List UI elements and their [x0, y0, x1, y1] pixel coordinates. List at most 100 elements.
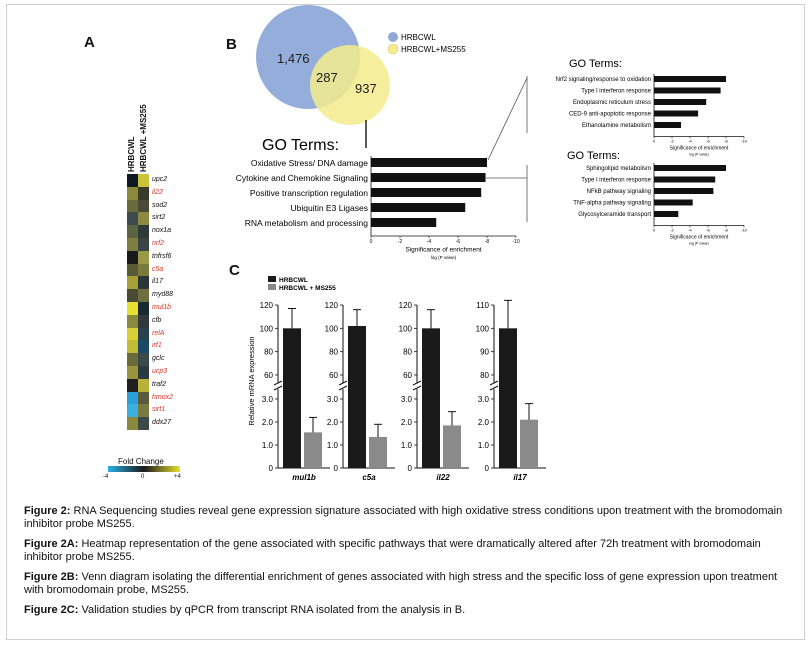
heatmap-cell-hmox2-1: [127, 391, 138, 405]
qpcr-il22-upper-tick-label-2: 100: [399, 324, 413, 333]
heatmap-cell-irf1-2: [138, 340, 149, 354]
caption-label-2: Figure 2A:: [24, 538, 79, 550]
qpcr-il22-lower-tick-label-3: 1.0: [401, 441, 413, 450]
heatmap-cell-tnfrsf6-2: [138, 250, 149, 264]
caption-4: Figure 2C: Validation studies by qPCR fr…: [24, 604, 794, 617]
connector-line-top: [487, 77, 528, 161]
heatmap-cell-nrf2-1: [127, 238, 138, 251]
heatmap-cell-il22-2: [138, 186, 149, 200]
gene-label-sirt2: sirt2: [152, 214, 166, 222]
go-top-tick-label-6: -10: [741, 139, 748, 144]
go-top-xsublabel: log (P value): [689, 153, 709, 157]
heatmap-cell-il17-2: [138, 276, 149, 290]
qpcr-legend-swatch-2: [268, 284, 276, 290]
qpcr-il22-axis-break: [412, 380, 422, 391]
go-main-xlabel: Significance of enrichment: [405, 247, 481, 254]
qpcr-il17-upper-tick-label-4: 80: [480, 371, 489, 380]
qpcr-mul1b-axis-break: [273, 380, 283, 391]
heatmap-legend-title: Fold Change: [118, 457, 164, 466]
go-bottom-bar-3: [654, 188, 714, 194]
go-main-chart: GO Terms: Oxidative Stress/ DNA damage Cyt…: [236, 137, 520, 260]
go-top-term-label-4: CED-9 anti-apoptotic response: [569, 112, 652, 118]
heatmap-color-scale: [108, 466, 180, 472]
go-main-bar-1: [371, 158, 487, 167]
qpcr-il17-lower-tick-label-2: 2.0: [478, 418, 490, 427]
heatmap-cell-tnfrsf6-1: [127, 250, 138, 264]
heatmap-cell-irf1-1: [127, 340, 138, 354]
qpcr-c5a-upper-tick-label-4: 60: [329, 371, 338, 380]
qpcr-mul1b-upper-tick-label-2: 100: [260, 324, 274, 333]
go-bottom-tick-label-1: 0: [653, 228, 656, 233]
caption-label-1: Figure 2:: [24, 505, 71, 517]
go-main-bar-3: [371, 188, 482, 197]
heatmap-legend-tick-mid: 0: [141, 474, 145, 480]
caption-text-3: Venn diagram isolating the differential …: [24, 571, 778, 596]
caption-3: Figure 2B: Venn diagram isolating the di…: [24, 571, 794, 597]
go-main-tick-label-3: -4: [427, 239, 432, 245]
heatmap-cell-upc2-2: [138, 174, 149, 187]
qpcr-il22-upper-tick-label-3: 80: [403, 348, 412, 357]
heatmap-cell-nrf2-2: [138, 238, 149, 251]
go-main-bar-4: [371, 203, 466, 212]
caption-1: Figure 2: RNA Sequencing studies reveal …: [24, 505, 794, 531]
go-bottom-title: GO Terms:: [567, 150, 620, 162]
go-main-bar-2: [371, 173, 486, 182]
go-top-term-label-3: Endoplasmic reticulum stress: [573, 100, 651, 106]
qpcr-ylabel: Relative mRNA expression: [247, 336, 256, 425]
qpcr-il17-lower-tick-label-4: 0: [485, 464, 490, 473]
gene-label-myd88: myd88: [152, 291, 174, 299]
heatmap-cell-nox1a-2: [138, 225, 149, 238]
qpcr-c5a-lower-tick-label-3: 1.0: [327, 441, 339, 450]
qpcr-c5a-lower-tick-label-1: 3.0: [327, 395, 339, 404]
heatmap-cell-sirt2-2: [138, 212, 149, 226]
qpcr-il22-bar-ms255: [443, 425, 461, 468]
go-main-tick-label-5: -8: [485, 239, 490, 245]
go-bottom-term-label-5: Glycosylceramide transport: [578, 212, 651, 218]
heatmap-cell-relA-2: [138, 327, 149, 341]
qpcr-il22-upper-tick-label-1: 120: [399, 301, 413, 310]
go-bottom-xsublabel: log (P value): [689, 242, 709, 246]
go-bottom-tick-label-4: -6: [706, 228, 710, 233]
qpcr-mul1b-upper-tick-label-4: 60: [264, 371, 273, 380]
venn-overlap-count: 287: [316, 70, 338, 85]
go-main-term-label-2: Cytokine and Chemokine Signaling: [236, 173, 369, 183]
heatmap-cell-gclc-1: [127, 353, 138, 366]
gene-label-upc2: upc2: [152, 176, 168, 183]
gene-label-hmox2: hmox2: [152, 393, 174, 401]
go-top-bar-1: [654, 76, 726, 82]
heatmap-legend-tick-max: +4: [174, 474, 181, 480]
go-bottom-bar-1: [654, 165, 726, 171]
go-top-tick-label-1: 0: [653, 139, 656, 144]
qpcr-legend-label-1: HRBCWL: [279, 277, 308, 284]
heatmap-cell-relA-1: [127, 327, 138, 341]
qpcr-il17-upper-tick-label-2: 100: [476, 324, 490, 333]
go-main-title: GO Terms:: [262, 137, 339, 154]
qpcr-il17-category-label: il17: [513, 473, 527, 482]
qpcr-il17-upper-tick-label-1: 110: [476, 301, 489, 310]
caption-2: Figure 2A: Heatmap representation of the…: [24, 538, 794, 564]
go-top-tick-label-3: -4: [688, 139, 692, 144]
qpcr-c5a-lower-tick-label-4: 0: [334, 464, 339, 473]
go-main-term-label-4: Ubiquitin E3 Ligases: [291, 203, 369, 213]
qpcr-il17-bar-ms255: [520, 419, 538, 468]
figure-captions: Figure 2: RNA Sequencing studies reveal …: [24, 505, 794, 624]
venn-circle-ms255: [310, 45, 390, 125]
panel-b-graphics: 1,476 287 937 HRBCWL HRBCWL+MS255 GO Ter…: [236, 5, 748, 260]
gene-label-nrf2: nrf2: [152, 240, 165, 247]
qpcr-il22-lower-tick-label-4: 0: [408, 464, 413, 473]
figure-frame: [6, 4, 805, 640]
venn-right-count: 937: [355, 81, 377, 96]
go-bottom-bar-4: [654, 199, 693, 206]
qpcr-il17-lower-tick-label-3: 1.0: [478, 441, 490, 450]
go-bottom-xlabel: Significance of enrichment: [670, 235, 729, 241]
go-main-tick-label-4: -6: [456, 239, 461, 245]
caption-text-2: Heatmap representation of the gene assoc…: [24, 538, 761, 563]
heatmap-cell-sirt1-2: [138, 404, 149, 418]
heatmap-cell-hmox2-2: [138, 391, 149, 405]
qpcr-mul1b-lower-tick-label-4: 0: [269, 464, 274, 473]
gene-label-il17: il17: [152, 278, 163, 286]
gene-label-ddx27: ddx27: [152, 419, 172, 427]
go-top-tick-label-4: -6: [706, 139, 710, 144]
